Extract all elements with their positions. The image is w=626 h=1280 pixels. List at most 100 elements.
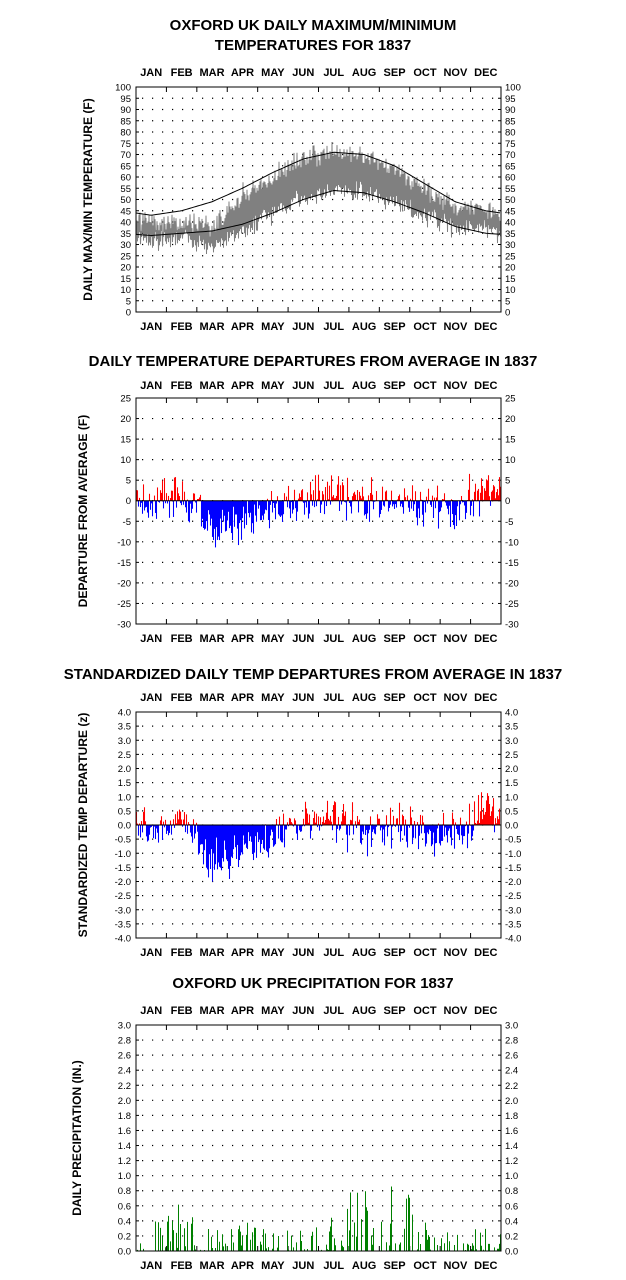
month-label-top: MAY — [261, 67, 285, 79]
y-tick-label-left: 2.0 — [118, 764, 131, 775]
month-label-bottom: AUG — [352, 633, 376, 645]
observed-temperature-line — [135, 141, 501, 255]
month-label-top: JUL — [323, 67, 344, 79]
month-label-top: OCT — [413, 67, 437, 79]
month-label-top: MAR — [200, 1005, 225, 1017]
y-tick-label-right: -0.5 — [505, 835, 521, 846]
y-tick-label-left: -3.5 — [115, 919, 131, 930]
month-label-top: SEP — [384, 1005, 406, 1017]
y-tick-label-right: 3.0 — [505, 736, 518, 747]
y-tick-label-left: -1.5 — [115, 863, 131, 874]
y-tick-label-right: 0.5 — [505, 806, 518, 817]
month-label-top: MAY — [261, 692, 285, 704]
y-tick-label-left: 55 — [120, 184, 131, 195]
month-label-top: SEP — [384, 67, 406, 79]
month-label-bottom: NOV — [443, 633, 468, 645]
month-label-bottom: APR — [231, 1260, 254, 1272]
chart-title: STANDARDIZED DAILY TEMP DEPARTURES FROM … — [64, 666, 562, 683]
y-tick-label-left: 25 — [120, 251, 131, 262]
y-tick-label-right: 20 — [505, 414, 516, 425]
y-axis-label: DAILY PRECIPITATION (IN.) — [70, 1060, 84, 1216]
y-tick-label-right: 20 — [505, 263, 516, 274]
y-tick-label-left: 15 — [120, 435, 131, 446]
plot-frame — [135, 711, 502, 939]
y-tick-label-right: 0 — [505, 308, 510, 319]
y-tick-label-right: 5 — [505, 476, 510, 487]
y-tick-label-left: 2.0 — [118, 1096, 131, 1107]
normal-min-line — [135, 190, 501, 236]
month-label-top: AUG — [352, 380, 376, 392]
month-label-bottom: JUL — [323, 321, 344, 333]
y-tick-label-right: 15 — [505, 435, 516, 446]
month-label-bottom: SEP — [384, 947, 406, 959]
month-label-bottom: DEC — [474, 321, 497, 333]
y-tick-label-right: 2.5 — [505, 750, 518, 761]
y-tick-label-right: 2.2 — [505, 1081, 518, 1092]
y-tick-label-left: 25 — [120, 394, 131, 405]
y-tick-label-right: 0 — [505, 496, 510, 507]
month-label-bottom: MAY — [261, 947, 285, 959]
y-tick-label-right: 1.6 — [505, 1126, 518, 1137]
y-tick-label-left: 1.8 — [118, 1111, 131, 1122]
month-label-bottom: SEP — [384, 321, 406, 333]
month-label-top: FEB — [171, 692, 193, 704]
month-label-bottom: JUN — [292, 1260, 314, 1272]
y-tick-label-left: -30 — [117, 620, 131, 631]
y-tick-label-left: 1.4 — [118, 1141, 131, 1152]
y-tick-label-left: 5 — [126, 296, 131, 307]
month-label-bottom: JAN — [140, 1260, 162, 1272]
y-tick-label-right: 2.6 — [505, 1051, 518, 1062]
y-tick-label-right: 55 — [505, 184, 516, 195]
month-label-bottom: JUN — [292, 633, 314, 645]
y-tick-label-right: 70 — [505, 150, 516, 161]
y-tick-label-left: -1.0 — [115, 849, 131, 860]
month-label-bottom: OCT — [413, 321, 437, 333]
month-label-bottom: NOV — [443, 947, 468, 959]
y-tick-label-right: -1.0 — [505, 849, 521, 860]
y-tick-label-left: -20 — [117, 578, 131, 589]
month-label-bottom: AUG — [352, 321, 376, 333]
y-axis-label: DEPARTURE FROM AVERAGE (F) — [76, 415, 90, 607]
month-label-top: SEP — [384, 692, 406, 704]
y-tick-label-right: -20 — [505, 578, 519, 589]
month-label-bottom: FEB — [171, 321, 193, 333]
month-label-top: JAN — [140, 1005, 162, 1017]
month-label-top: APR — [231, 1005, 254, 1017]
month-label-bottom: NOV — [443, 321, 468, 333]
y-tick-label-left: 3.5 — [118, 722, 131, 733]
y-tick-label-left: -15 — [117, 558, 131, 569]
y-tick-label-right: 1.8 — [505, 1111, 518, 1122]
month-label-bottom: SEP — [384, 633, 406, 645]
month-label-bottom: DEC — [474, 633, 497, 645]
month-label-top: OCT — [413, 692, 437, 704]
y-tick-label-left: 50 — [120, 195, 131, 206]
y-tick-label-right: 25 — [505, 251, 516, 262]
y-tick-label-left: -4.0 — [115, 934, 131, 945]
y-tick-label-right: -30 — [505, 620, 519, 631]
y-tick-label-left: 35 — [120, 229, 131, 240]
month-label-top: APR — [231, 380, 254, 392]
month-label-top: MAR — [200, 380, 225, 392]
y-tick-label-left: 65 — [120, 161, 131, 172]
month-label-top: OCT — [413, 380, 437, 392]
y-tick-label-right: 50 — [505, 195, 516, 206]
month-label-top: JAN — [140, 67, 162, 79]
y-tick-label-right: -2.5 — [505, 891, 521, 902]
y-tick-label-left: -10 — [117, 537, 131, 548]
y-tick-label-left: 45 — [120, 206, 131, 217]
y-tick-label-right: 25 — [505, 394, 516, 405]
y-tick-label-right: -3.0 — [505, 905, 521, 916]
y-tick-label-right: 2.8 — [505, 1036, 518, 1047]
y-tick-label-left: 20 — [120, 414, 131, 425]
y-tick-label-left: 5 — [126, 476, 131, 487]
y-tick-label-left: 1.0 — [118, 792, 131, 803]
month-label-top: JUL — [323, 692, 344, 704]
y-tick-label-right: -25 — [505, 599, 519, 610]
month-label-top: APR — [231, 692, 254, 704]
y-tick-label-left: 0.2 — [118, 1231, 131, 1242]
month-label-top: MAR — [200, 67, 225, 79]
y-tick-label-right: 0.8 — [505, 1186, 518, 1197]
y-tick-label-left: -2.0 — [115, 877, 131, 888]
y-tick-label-left: 2.6 — [118, 1051, 131, 1062]
y-tick-label-right: 2.0 — [505, 764, 518, 775]
